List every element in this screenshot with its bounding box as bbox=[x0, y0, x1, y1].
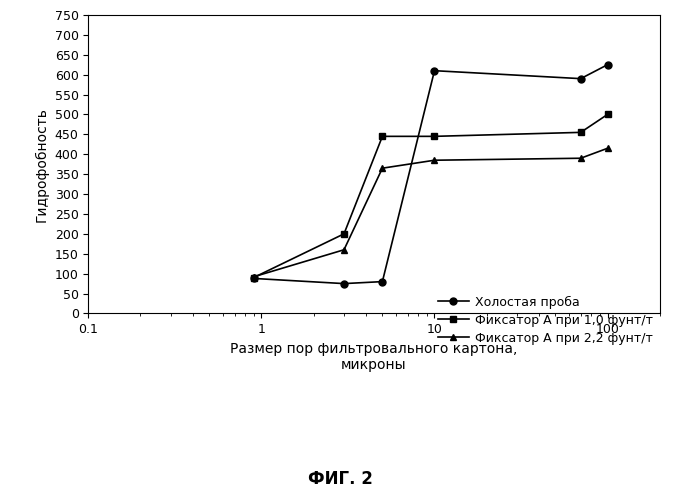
Line: Фиксатор А при 2,2 фунт/т: Фиксатор А при 2,2 фунт/т bbox=[250, 145, 611, 280]
Legend: Холостая проба, Фиксатор А при 1,0 фунт/т, Фиксатор А при 2,2 фунт/т: Холостая проба, Фиксатор А при 1,0 фунт/… bbox=[438, 296, 653, 345]
Фиксатор А при 2,2 фунт/т bbox=[430, 157, 439, 163]
Фиксатор А при 2,2 фунт/т bbox=[603, 145, 611, 151]
Y-axis label: Гидрофобность: Гидрофобность bbox=[35, 107, 49, 222]
Фиксатор А при 1,0 фунт/т bbox=[340, 231, 348, 237]
Фиксатор А при 2,2 фунт/т bbox=[250, 274, 258, 280]
X-axis label: Размер пор фильтровального картона,
микроны: Размер пор фильтровального картона, микр… bbox=[231, 342, 517, 372]
Фиксатор А при 1,0 фунт/т bbox=[250, 274, 258, 280]
Холостая проба bbox=[603, 62, 611, 68]
Холостая проба bbox=[577, 76, 585, 82]
Фиксатор А при 1,0 фунт/т bbox=[378, 133, 386, 139]
Text: ФИГ. 2: ФИГ. 2 bbox=[307, 470, 373, 488]
Холостая проба bbox=[340, 280, 348, 286]
Line: Холостая проба: Холостая проба bbox=[250, 61, 611, 287]
Фиксатор А при 1,0 фунт/т bbox=[577, 129, 585, 135]
Фиксатор А при 1,0 фунт/т bbox=[603, 111, 611, 117]
Холостая проба bbox=[250, 275, 258, 281]
Холостая проба bbox=[430, 68, 439, 74]
Фиксатор А при 2,2 фунт/т bbox=[340, 247, 348, 253]
Фиксатор А при 2,2 фунт/т bbox=[378, 165, 386, 171]
Холостая проба bbox=[378, 278, 386, 284]
Фиксатор А при 2,2 фунт/т bbox=[577, 155, 585, 161]
Фиксатор А при 1,0 фунт/т bbox=[430, 133, 439, 139]
Line: Фиксатор А при 1,0 фунт/т: Фиксатор А при 1,0 фунт/т bbox=[250, 111, 611, 281]
